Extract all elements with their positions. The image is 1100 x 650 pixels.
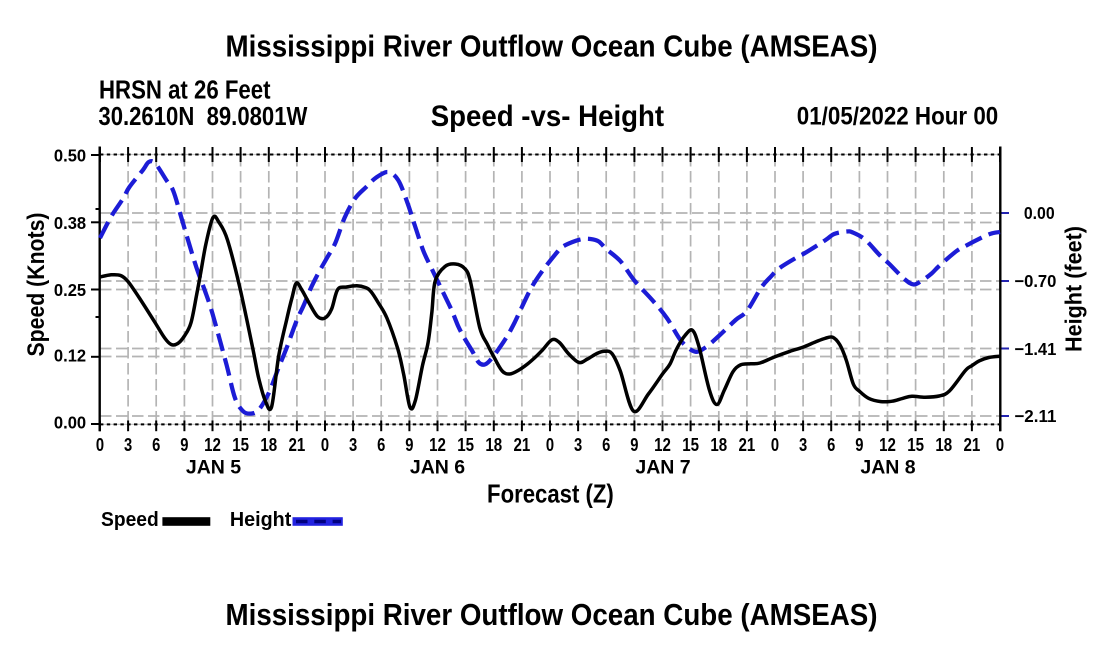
svg-text:12: 12 [204,435,221,455]
svg-text:0.50: 0.50 [54,146,86,166]
svg-text:3: 3 [349,435,357,455]
svg-text:0: 0 [996,435,1004,455]
svg-text:6: 6 [377,435,385,455]
svg-text:15: 15 [457,435,474,455]
svg-text:JAN 8: JAN 8 [860,457,915,479]
svg-text:3: 3 [124,435,132,455]
svg-text:21: 21 [289,435,306,455]
svg-text:0.00: 0.00 [1024,203,1055,223]
svg-text:HRSN at 26 Feet: HRSN at 26 Feet [99,76,271,104]
svg-text:18: 18 [710,435,727,455]
svg-text:JAN 7: JAN 7 [635,457,690,479]
svg-text:01/05/2022 Hour 00: 01/05/2022 Hour 00 [797,104,998,131]
svg-text:18: 18 [485,435,502,455]
svg-text:0.12: 0.12 [54,346,86,366]
svg-text:0: 0 [96,435,104,455]
svg-text:9: 9 [405,435,413,455]
svg-text:15: 15 [907,435,924,455]
svg-text:6: 6 [602,435,610,455]
svg-text:0.00: 0.00 [54,412,86,432]
svg-text:0: 0 [546,435,554,455]
svg-text:0.25: 0.25 [54,280,86,300]
svg-text:12: 12 [429,435,446,455]
svg-text:9: 9 [855,435,863,455]
svg-text:JAN 6: JAN 6 [410,457,465,479]
svg-text:Height (feet): Height (feet) [1061,226,1087,352]
svg-text:18: 18 [260,435,277,455]
svg-text:Speed (Knots): Speed (Knots) [23,213,50,357]
svg-text:18: 18 [935,435,952,455]
svg-text:15: 15 [232,435,249,455]
svg-text:21: 21 [514,435,531,455]
svg-text:Mississippi River Outflow Ocea: Mississippi River Outflow Ocean Cube (AM… [226,30,878,64]
svg-text:−2.11: −2.11 [1014,406,1056,426]
svg-text:12: 12 [879,435,896,455]
svg-text:JAN 5: JAN 5 [186,457,241,479]
svg-text:30.2610N 89.0801W: 30.2610N 89.0801W [98,103,308,131]
svg-text:21: 21 [964,435,981,455]
svg-text:0: 0 [771,435,779,455]
svg-text:6: 6 [827,435,835,455]
svg-text:9: 9 [630,435,638,455]
svg-text:−0.70: −0.70 [1014,271,1056,291]
svg-text:3: 3 [799,435,807,455]
svg-text:12: 12 [654,435,671,455]
svg-text:0: 0 [321,435,329,455]
svg-text:Mississippi River Outflow Ocea: Mississippi River Outflow Ocean Cube (AM… [226,598,878,632]
svg-text:3: 3 [574,435,582,455]
svg-text:6: 6 [152,435,160,455]
svg-text:0.38: 0.38 [54,213,86,233]
svg-text:15: 15 [682,435,699,455]
svg-text:9: 9 [180,435,188,455]
svg-text:21: 21 [739,435,756,455]
svg-text:Height: Height [230,508,292,531]
svg-text:Speed -vs- Height: Speed -vs- Height [431,100,665,133]
svg-text:Speed: Speed [101,508,159,531]
svg-text:−1.41: −1.41 [1014,339,1056,359]
svg-text:Forecast (Z): Forecast (Z) [487,479,614,509]
